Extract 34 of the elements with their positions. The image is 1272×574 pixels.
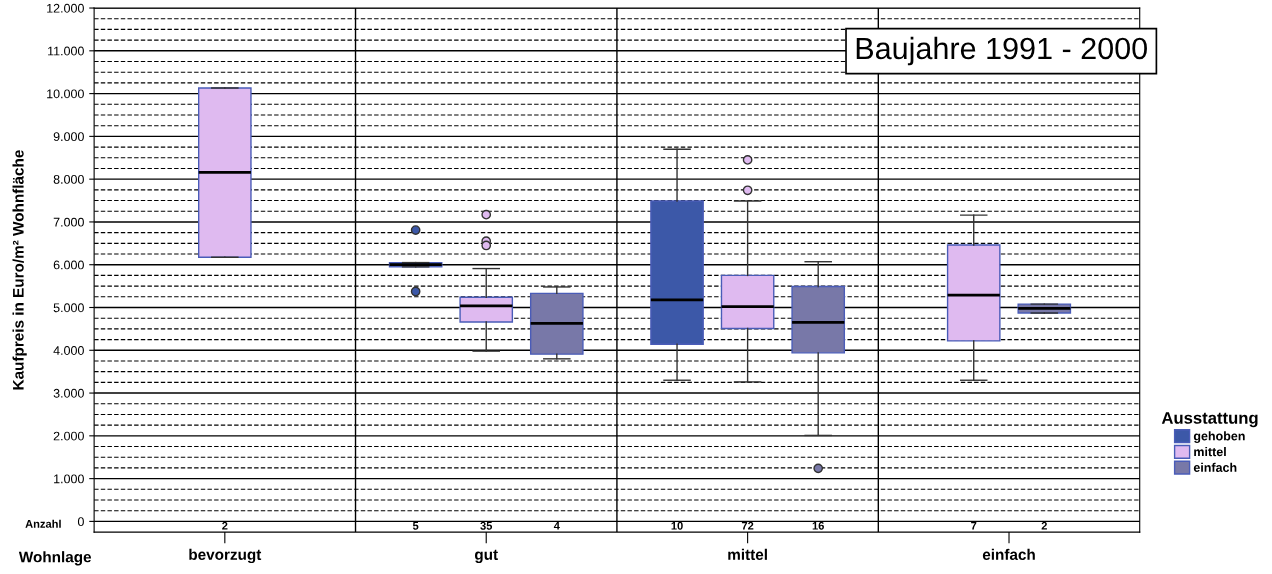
text: 2 xyxy=(222,521,228,530)
y-tick-label: 7.000 xyxy=(53,217,84,227)
y-tick-label: 4.000 xyxy=(53,346,84,355)
legend-label: mittel xyxy=(1194,447,1226,457)
x-tick-label: bevorzugt xyxy=(189,548,262,564)
text: 72 xyxy=(741,521,754,530)
text: 2 xyxy=(1041,521,1047,530)
y-tick-label: 6.000 xyxy=(53,260,84,270)
text: 10 xyxy=(671,521,683,530)
y-tick-label: 8.000 xyxy=(53,174,84,184)
legend-label: gehoben xyxy=(1193,431,1245,443)
y-tick-label: 2.000 xyxy=(53,431,84,441)
text: 4 xyxy=(553,521,560,530)
y-tick-label: 12.000 xyxy=(47,3,84,13)
y-tick-label: 9.000 xyxy=(53,132,84,142)
text: 5 xyxy=(412,521,419,530)
y-tick-label: 1.000 xyxy=(54,474,84,484)
x-tick-label: mittel xyxy=(728,548,767,560)
y-tick-label: 5.000 xyxy=(53,303,84,313)
text: Baujahre 1991 - 2000 xyxy=(856,36,1147,66)
legend-title: Ausstattung xyxy=(1161,412,1258,428)
text: Anzahl xyxy=(25,519,61,528)
x-tick-label: gut xyxy=(474,549,498,564)
legend-label: einfach xyxy=(1193,462,1237,472)
y-tick-label: 11.000 xyxy=(48,46,84,56)
text: 16 xyxy=(812,521,824,530)
x-axis-title: Wohnlage xyxy=(18,551,92,566)
y-tick-label: 10.000 xyxy=(47,89,84,99)
x-tick-label: einfach xyxy=(982,548,1035,560)
y-tick-label: 3.000 xyxy=(53,388,84,398)
y-axis-title: Kaufpreis in Euro/m² Wohnfläche xyxy=(12,150,27,390)
text: 7 xyxy=(971,521,977,530)
y-tick-label: 0 xyxy=(77,517,84,527)
text: 35 xyxy=(480,521,493,530)
